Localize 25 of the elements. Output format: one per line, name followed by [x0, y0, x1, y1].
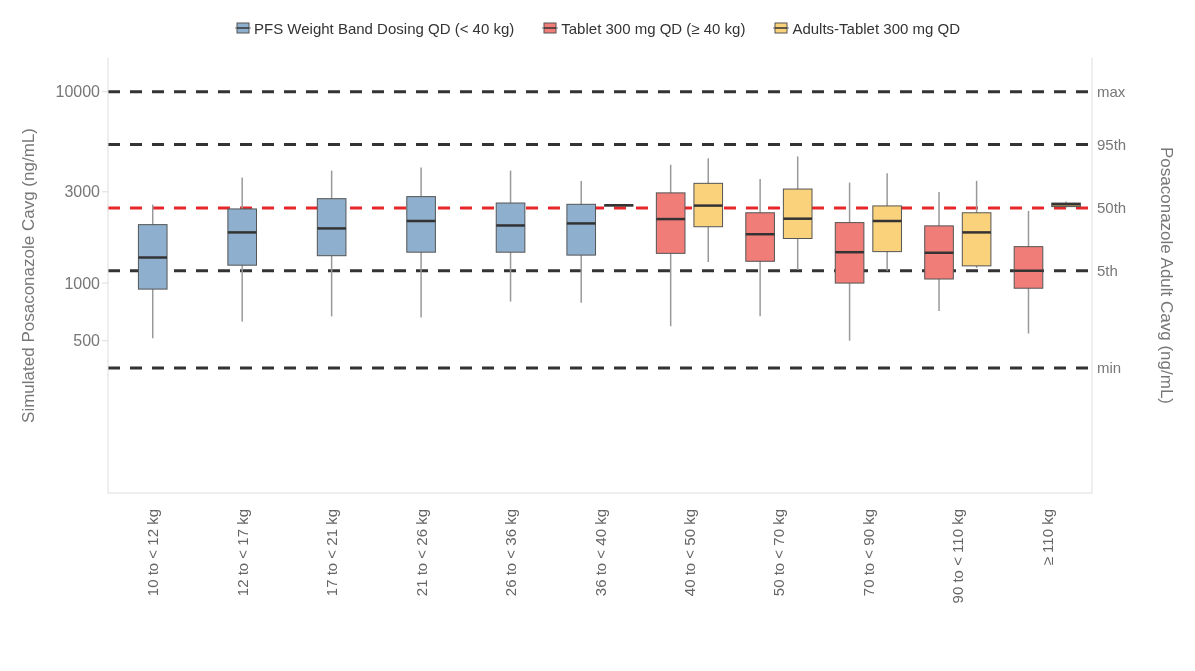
- ref-line-label: 5th: [1097, 262, 1118, 280]
- x-tick-label: 21 to < 26 kg: [412, 509, 430, 597]
- y2-axis-title: Posaconazole Adult Cavg (ng/mL): [1156, 146, 1176, 405]
- x-tick-label: 50 to < 70 kg: [770, 509, 788, 597]
- x-tick-label: 40 to < 50 kg: [680, 509, 698, 597]
- x-tick-label: 36 to < 40 kg: [591, 509, 609, 597]
- x-tick-label: 90 to < 110 kg: [949, 509, 967, 604]
- x-tick-label: 12 to < 17 kg: [233, 509, 251, 597]
- y-tick-label: 10000: [55, 83, 101, 101]
- x-tick-label: 70 to < 90 kg: [859, 509, 877, 597]
- x-tick-label: 26 to < 36 kg: [502, 509, 520, 597]
- ref-line-label: max: [1097, 83, 1126, 101]
- legend-label: Tablet 300 mg QD (≥ 40 kg): [561, 19, 746, 37]
- y-axis-title: Simulated Posaconazole Cavg (ng/mL): [19, 128, 39, 423]
- y-tick-label: 1000: [64, 274, 101, 292]
- ref-line-label: 50th: [1097, 199, 1127, 217]
- y-tick-label: 500: [73, 332, 101, 350]
- ref-line-label: 95th: [1097, 135, 1127, 153]
- x-tick-label: 17 to < 21 kg: [323, 509, 341, 597]
- y-tick-label: 3000: [64, 183, 101, 201]
- x-tick-label: 10 to < 12 kg: [144, 509, 162, 597]
- x-tick-label: ≥ 110 kg: [1038, 509, 1056, 566]
- legend-label: PFS Weight Band Dosing QD (< 40 kg): [254, 19, 515, 37]
- legend-label: Adults-Tablet 300 mg QD: [792, 19, 960, 37]
- ref-line-label: min: [1097, 359, 1122, 377]
